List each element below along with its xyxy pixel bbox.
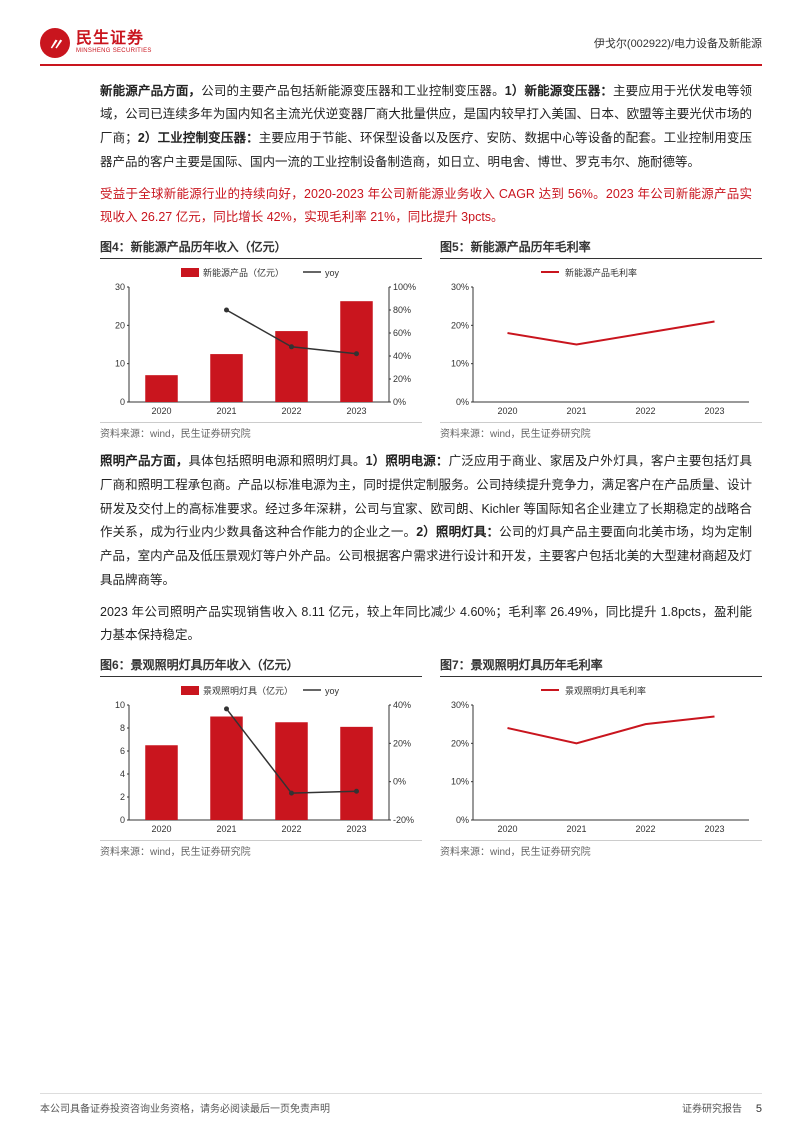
svg-text:2: 2 (120, 792, 125, 802)
svg-text:新能源产品（亿元）: 新能源产品（亿元） (203, 267, 284, 278)
chart-7-source: 资料来源：wind，民生证券研究院 (440, 840, 762, 858)
svg-text:10%: 10% (451, 359, 469, 369)
chart-6-source: 资料来源：wind，民生证券研究院 (100, 840, 422, 858)
chart-5-area: 新能源产品毛利率 0% 10% 20% 30% 2020 2021 2022 2023 (440, 265, 762, 420)
footer-right: 证券研究报告 5 (682, 1100, 762, 1115)
svg-text:2023: 2023 (346, 406, 366, 416)
svg-text:2022: 2022 (635, 406, 655, 416)
svg-text:2023: 2023 (704, 824, 724, 834)
body-content-2: 照明产品方面，具体包括照明电源和照明灯具。1）照明电源：广泛应用于商业、家居及户… (40, 450, 762, 648)
svg-text:20: 20 (115, 320, 125, 330)
chart-7: 图7：景观照明灯具历年毛利率 景观照明灯具毛利率 0% 10% 20% 30% 2020 2… (440, 656, 762, 858)
svg-text:4: 4 (120, 769, 125, 779)
p3-pt1-lead: 1）照明电源： (366, 454, 449, 468)
p3-rest: 具体包括照明电源和照明灯具。 (189, 454, 366, 468)
paragraph-4: 2023 年公司照明产品实现销售收入 8.11 亿元，较上年同比减少 4.60%… (100, 601, 752, 649)
svg-text:景观照明灯具毛利率: 景观照明灯具毛利率 (565, 685, 646, 696)
svg-text:2020: 2020 (497, 824, 517, 834)
svg-text:0%: 0% (393, 397, 406, 407)
svg-text:30%: 30% (451, 282, 469, 292)
svg-text:-20%: -20% (393, 815, 414, 825)
svg-text:10%: 10% (451, 777, 469, 787)
brand-logo: 〃 民生证券 MINSHENG SECURITIES (40, 28, 152, 58)
svg-text:30: 30 (115, 282, 125, 292)
svg-text:yoy: yoy (325, 268, 340, 278)
svg-text:2023: 2023 (346, 824, 366, 834)
svg-text:6: 6 (120, 746, 125, 756)
paragraph-1: 新能源产品方面，公司的主要产品包括新能源变压器和工业控制变压器。1）新能源变压器… (100, 80, 752, 175)
paragraph-2: 受益于全球新能源行业的持续向好，2020-2023 年公司新能源业务收入 CAG… (100, 183, 752, 231)
svg-text:0%: 0% (393, 777, 406, 787)
header-rhs: 伊戈尔(002922)/电力设备及新能源 (594, 35, 762, 51)
svg-text:yoy: yoy (325, 686, 340, 696)
svg-text:2021: 2021 (566, 824, 586, 834)
chart-7-area: 景观照明灯具毛利率 0% 10% 20% 30% 2020 2021 2022 2023 (440, 683, 762, 838)
svg-text:景观照明灯具（亿元）: 景观照明灯具（亿元） (203, 685, 293, 696)
chart-5: 图5：新能源产品历年毛利率 新能源产品毛利率 0% 10% 20% 30% 2020 202… (440, 238, 762, 440)
page-footer: 本公司具备证券投资咨询业务资格，请务必阅读最后一页免责声明 证券研究报告 5 (40, 1093, 762, 1115)
svg-text:2021: 2021 (216, 406, 236, 416)
svg-text:0%: 0% (456, 815, 469, 825)
p3-pt2-lead: 2）照明灯具： (416, 525, 499, 539)
svg-text:新能源产品毛利率: 新能源产品毛利率 (565, 267, 637, 278)
svg-text:2022: 2022 (281, 824, 301, 834)
chart-4-title: 图4：新能源产品历年收入（亿元） (100, 238, 422, 259)
chart-6: 图6：景观照明灯具历年收入（亿元） 景观照明灯具（亿元） yoy 0 2 4 6 8 10 -2… (100, 656, 422, 858)
svg-text:100%: 100% (393, 282, 416, 292)
svg-text:8: 8 (120, 723, 125, 733)
svg-text:20%: 20% (393, 374, 411, 384)
p1-pt1-lead: 1）新能源变压器： (505, 84, 613, 98)
p1-pt2-lead: 2）工业控制变压器： (138, 131, 259, 145)
chart-6-title: 图6：景观照明灯具历年收入（亿元） (100, 656, 422, 677)
svg-text:30%: 30% (451, 700, 469, 710)
svg-text:60%: 60% (393, 328, 411, 338)
brand-en: MINSHENG SECURITIES (76, 48, 152, 54)
p3-lead: 照明产品方面， (100, 454, 189, 468)
p1-lead: 新能源产品方面， (100, 84, 201, 98)
body-content: 新能源产品方面，公司的主要产品包括新能源变压器和工业控制变压器。1）新能源变压器… (40, 80, 762, 231)
svg-text:10: 10 (115, 700, 125, 710)
p1-rest: 公司的主要产品包括新能源变压器和工业控制变压器。 (201, 84, 505, 98)
svg-text:0: 0 (120, 815, 125, 825)
svg-text:0: 0 (120, 397, 125, 407)
chart-5-source: 资料来源：wind，民生证券研究院 (440, 422, 762, 440)
header-divider (40, 64, 762, 66)
svg-text:2022: 2022 (281, 406, 301, 416)
svg-text:20%: 20% (393, 738, 411, 748)
svg-text:0%: 0% (456, 397, 469, 407)
svg-text:2020: 2020 (151, 824, 171, 834)
svg-text:40%: 40% (393, 351, 411, 361)
svg-text:2020: 2020 (151, 406, 171, 416)
svg-text:2022: 2022 (635, 824, 655, 834)
svg-text:2021: 2021 (566, 406, 586, 416)
svg-text:2023: 2023 (704, 406, 724, 416)
svg-text:20%: 20% (451, 738, 469, 748)
page-header: 〃 民生证券 MINSHENG SECURITIES 伊戈尔(002922)/电… (40, 28, 762, 58)
svg-text:40%: 40% (393, 700, 411, 710)
svg-text:20%: 20% (451, 320, 469, 330)
chart-6-area: 景观照明灯具（亿元） yoy 0 2 4 6 8 10 -20% 0% 20% 40% 2020 2021… (100, 683, 422, 838)
svg-text:2020: 2020 (497, 406, 517, 416)
chart-5-title: 图5：新能源产品历年毛利率 (440, 238, 762, 259)
charts-row-1: 图4：新能源产品历年收入（亿元） 新能源产品（亿元） yoy 0 10 20 30 0% 20… (40, 238, 762, 440)
chart-4: 图4：新能源产品历年收入（亿元） 新能源产品（亿元） yoy 0 10 20 30 0% 20… (100, 238, 422, 440)
charts-row-2: 图6：景观照明灯具历年收入（亿元） 景观照明灯具（亿元） yoy 0 2 4 6 8 10 -2… (40, 656, 762, 858)
chart-4-source: 资料来源：wind，民生证券研究院 (100, 422, 422, 440)
svg-text:10: 10 (115, 359, 125, 369)
brand-cn: 民生证券 (76, 31, 152, 48)
paragraph-3: 照明产品方面，具体包括照明电源和照明灯具。1）照明电源：广泛应用于商业、家居及户… (100, 450, 752, 593)
footer-left: 本公司具备证券投资咨询业务资格，请务必阅读最后一页免责声明 (40, 1100, 330, 1115)
svg-text:2021: 2021 (216, 824, 236, 834)
chart-4-area: 新能源产品（亿元） yoy 0 10 20 30 0% 20% 40% 60% 80% 100% 202… (100, 265, 422, 420)
svg-text:80%: 80% (393, 305, 411, 315)
logo-icon: 〃 (40, 28, 70, 58)
chart-7-title: 图7：景观照明灯具历年毛利率 (440, 656, 762, 677)
